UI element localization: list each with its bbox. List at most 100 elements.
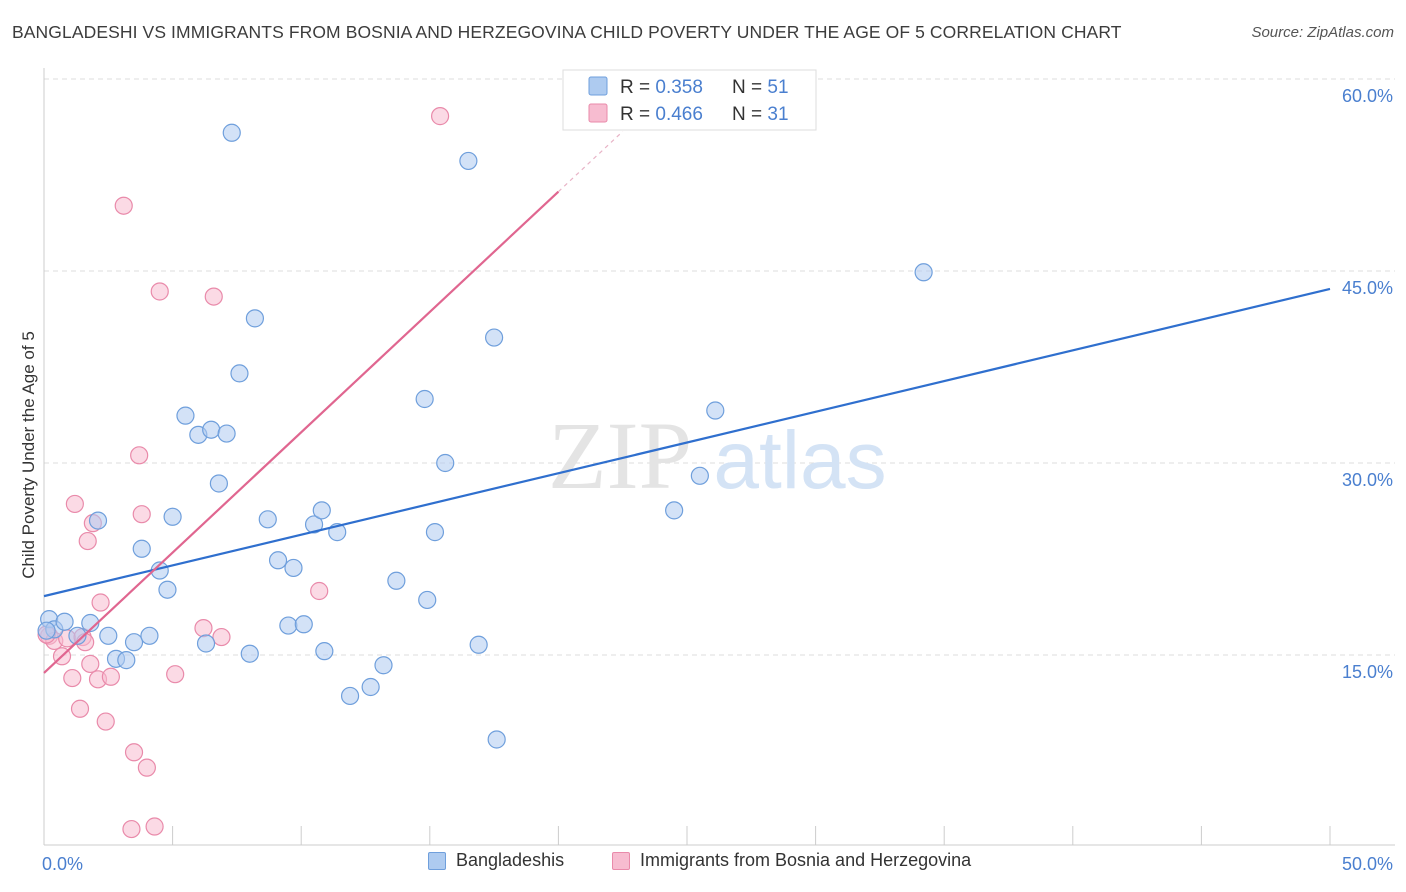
pink-point xyxy=(91,593,110,612)
blue-point xyxy=(487,730,506,749)
pink-point xyxy=(194,619,213,638)
legend-label-bangladeshis: Bangladeshis xyxy=(456,850,565,870)
blue-point xyxy=(436,453,455,473)
blue-point xyxy=(268,551,288,570)
blue-point xyxy=(415,389,434,409)
legend-n-value: 51 xyxy=(767,77,788,98)
blue-point xyxy=(117,651,136,670)
blue-point xyxy=(418,590,437,610)
pink-point xyxy=(65,494,84,514)
blue-point xyxy=(469,635,488,654)
pink-point xyxy=(122,819,141,839)
blue-point xyxy=(140,626,159,645)
bottom-legend: Bangladeshis Immigrants from Bosnia and … xyxy=(0,850,1406,880)
pink-point xyxy=(204,287,223,306)
y-tick-label: 45.0% xyxy=(1342,278,1393,298)
legend-swatch-blue xyxy=(428,851,446,870)
blue-point xyxy=(240,644,259,663)
zipatlas-watermark: ZIP atlas xyxy=(548,402,887,509)
pink-series-points xyxy=(37,107,450,839)
legend-swatch-pink xyxy=(612,851,630,870)
blue-point xyxy=(88,511,108,530)
legend-item-bangladeshis: Bangladeshis xyxy=(428,850,564,871)
pink-point xyxy=(310,581,329,601)
blue-point xyxy=(374,656,393,675)
blue-point xyxy=(176,406,195,425)
pink-point xyxy=(96,712,115,731)
legend-r-label: R = xyxy=(620,77,655,98)
pink-point xyxy=(166,665,185,684)
blue-point xyxy=(217,424,236,443)
blue-point xyxy=(284,558,303,578)
legend-swatch-blue xyxy=(588,76,608,96)
correlation-legend: R = 0.358 N = 51 R = 0.466 N = 31 xyxy=(562,69,817,131)
blue-point xyxy=(68,626,87,645)
pink-point xyxy=(124,743,144,762)
legend-n-label: N = xyxy=(732,104,767,125)
legend-n-value: 31 xyxy=(767,104,788,125)
blue-point xyxy=(304,515,324,534)
y-axis-label: Child Poverty Under the Age of 5 xyxy=(19,331,38,579)
legend-item-bosnia: Immigrants from Bosnia and Herzegovina xyxy=(612,850,971,871)
blue-point xyxy=(361,677,380,697)
blue-point xyxy=(340,686,360,706)
pink-point xyxy=(130,446,149,465)
pink-point xyxy=(81,654,100,674)
blue-point xyxy=(230,364,249,383)
blue-point xyxy=(55,612,74,631)
blue-point xyxy=(690,466,709,485)
legend-n-label: N = xyxy=(732,77,767,98)
pink-point xyxy=(70,699,90,718)
blue-point xyxy=(158,580,177,599)
blue-point xyxy=(222,123,241,142)
pink-point xyxy=(101,667,120,686)
pink-point xyxy=(150,282,169,301)
pink-point xyxy=(114,196,133,215)
legend-r-label: R = xyxy=(620,104,655,125)
blue-point xyxy=(485,328,504,347)
blue-series-points xyxy=(37,123,933,749)
pink-point xyxy=(430,107,450,126)
blue-point xyxy=(459,151,478,171)
blue-point xyxy=(124,633,144,652)
blue-point xyxy=(665,501,684,520)
y-tick-label: 60.0% xyxy=(1342,86,1393,106)
blue-point xyxy=(315,642,334,661)
chart-title: BANGLADESHI VS IMMIGRANTS FROM BOSNIA AN… xyxy=(12,22,1122,42)
pink-trend-line xyxy=(43,190,560,674)
pink-point xyxy=(78,531,97,551)
legend-r-value: 0.466 xyxy=(655,104,703,125)
watermark-atlas: atlas xyxy=(713,415,886,506)
tick-labels: 15.0% 30.0% 45.0% 60.0% 0.0% 50.0% xyxy=(42,86,1393,874)
legend-row-text: R = 0.466 xyxy=(620,104,703,125)
blue-point xyxy=(312,501,331,520)
pink-point xyxy=(145,817,164,836)
blue-point xyxy=(245,309,265,328)
blue-point xyxy=(37,621,56,640)
grid-lines xyxy=(44,78,1395,656)
blue-point xyxy=(258,510,277,529)
pink-point xyxy=(212,627,231,647)
blue-point xyxy=(163,507,182,526)
blue-point xyxy=(99,626,118,645)
blue-point xyxy=(387,571,406,590)
legend-r-value: 0.358 xyxy=(655,77,703,98)
blue-point xyxy=(706,401,725,420)
axes xyxy=(43,68,1395,846)
legend-row-n: N = 31 xyxy=(732,104,789,125)
y-tick-label: 15.0% xyxy=(1342,662,1393,682)
pink-point xyxy=(63,668,82,688)
source-label: Source: ZipAtlas.com xyxy=(1251,24,1394,41)
legend-swatch-pink xyxy=(588,103,608,123)
x-tick-label: 50.0% xyxy=(1342,854,1393,874)
blue-point xyxy=(209,474,228,493)
blue-point xyxy=(294,615,313,634)
legend-row-n: N = 51 xyxy=(732,77,789,98)
blue-point xyxy=(132,539,151,558)
blue-point xyxy=(202,420,221,439)
x-tick-label: 0.0% xyxy=(42,854,83,874)
legend-label-bosnia: Immigrants from Bosnia and Herzegovina xyxy=(640,850,972,870)
pink-point xyxy=(132,505,151,524)
blue-point xyxy=(914,263,933,282)
